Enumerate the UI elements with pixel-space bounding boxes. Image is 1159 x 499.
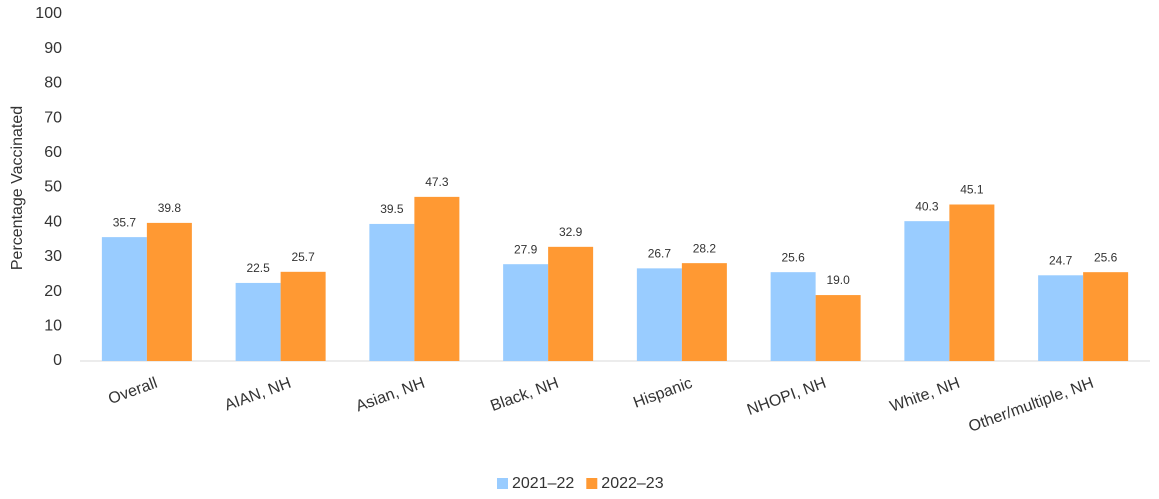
- bar: [815, 295, 861, 361]
- data-label: 27.9: [514, 242, 538, 256]
- data-label: 45.1: [960, 183, 984, 197]
- legend-label: 2022–23: [601, 475, 663, 492]
- y-tick-label: 20: [44, 283, 62, 300]
- data-label: 19.0: [826, 273, 850, 287]
- data-label: 39.5: [380, 202, 404, 216]
- y-tick-label: 10: [44, 318, 62, 335]
- data-label: 26.7: [648, 247, 672, 261]
- legend-label: 2021–22: [512, 475, 574, 492]
- y-tick-label: 50: [44, 179, 62, 196]
- bar: [636, 268, 682, 361]
- y-tick-label: 90: [44, 40, 62, 57]
- x-tick-label: White, NH: [888, 375, 962, 416]
- x-tick-label: AIAN, NH: [222, 375, 293, 415]
- y-tick-label: 100: [35, 5, 62, 22]
- bar: [1038, 275, 1084, 361]
- data-label: 47.3: [425, 175, 449, 189]
- y-tick-label: 0: [53, 352, 62, 369]
- y-tick-label: 80: [44, 75, 62, 92]
- x-tick-label: NHOPI, NH: [745, 375, 829, 419]
- bar: [548, 246, 594, 361]
- bar: [904, 221, 950, 361]
- y-axis-title: Percentage Vaccinated: [9, 106, 26, 270]
- y-tick-label: 40: [44, 213, 62, 230]
- x-tick-label: Black, NH: [488, 375, 561, 415]
- bar: [101, 237, 147, 361]
- x-tick-label: Other/multiple, NH: [966, 375, 1095, 436]
- data-label: 24.7: [1049, 253, 1073, 267]
- legend-swatch: [497, 478, 508, 489]
- data-label: 25.6: [781, 250, 805, 264]
- bar: [1083, 272, 1129, 361]
- bar: [503, 264, 549, 361]
- y-tick-label: 60: [44, 144, 62, 161]
- bar: [681, 263, 727, 361]
- bar: [146, 222, 192, 361]
- y-tick-label: 30: [44, 248, 62, 265]
- legend-swatch: [586, 478, 598, 489]
- data-label: 39.8: [158, 201, 182, 215]
- x-tick-label: Hispanic: [631, 375, 694, 412]
- data-label: 25.6: [1094, 250, 1118, 264]
- x-tick-label: Asian, NH: [354, 375, 428, 416]
- bar: [414, 196, 460, 361]
- bar: [770, 272, 816, 361]
- bar: [369, 223, 415, 361]
- y-tick-label: 70: [44, 109, 62, 126]
- bar: [235, 282, 281, 361]
- data-label: 40.3: [915, 199, 939, 213]
- data-label: 32.9: [559, 225, 583, 239]
- data-label: 25.7: [291, 250, 315, 264]
- x-tick-label: Overall: [106, 375, 159, 408]
- bar: [280, 271, 326, 361]
- data-label: 28.2: [693, 241, 717, 255]
- data-label: 22.5: [246, 261, 270, 275]
- data-label: 35.7: [113, 215, 137, 229]
- bar: [949, 204, 995, 361]
